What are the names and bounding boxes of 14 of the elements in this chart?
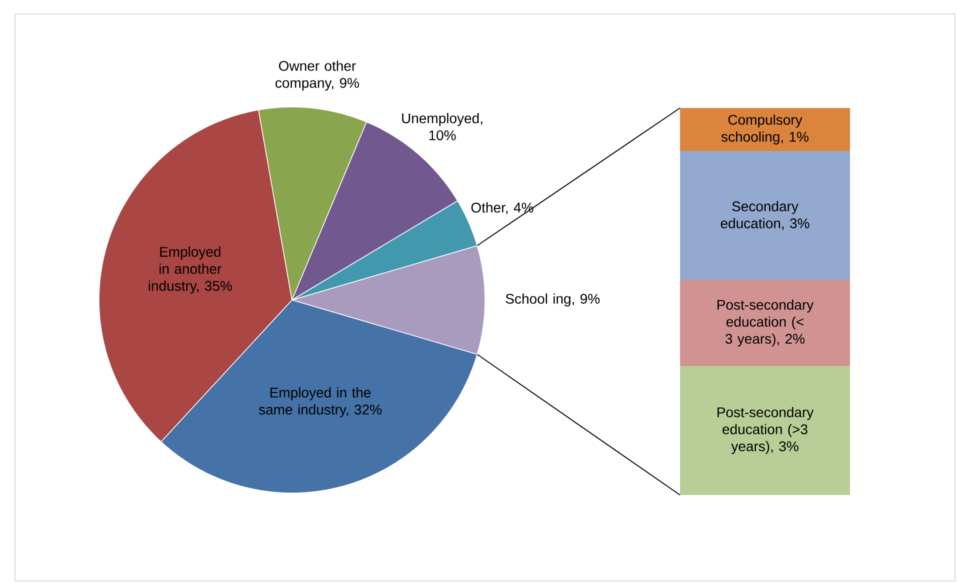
- slice-label: Employed in the same industry, 32%: [258, 387, 382, 418]
- slice-label: Employed in another industry, 35%: [148, 246, 232, 294]
- data-label: Post-secondary education (< 3 years), 2%: [718, 299, 814, 347]
- bar: [680, 151, 850, 280]
- bar: [680, 280, 850, 366]
- data-label: Post-secondary education (>3 years), 3%: [718, 406, 814, 454]
- data-label: Compulsory schooling, 1%: [721, 114, 808, 145]
- slice-label: School ing, 9%: [506, 293, 600, 307]
- slice-label: Owner other company, 9%: [276, 60, 359, 91]
- bar: [680, 108, 850, 151]
- bar: [680, 366, 850, 495]
- slice-label: Unemployed, 10%: [402, 112, 482, 140]
- data-label: Secondary education, 3%: [720, 201, 810, 230]
- slice-label: Other, 4%: [471, 202, 534, 214]
